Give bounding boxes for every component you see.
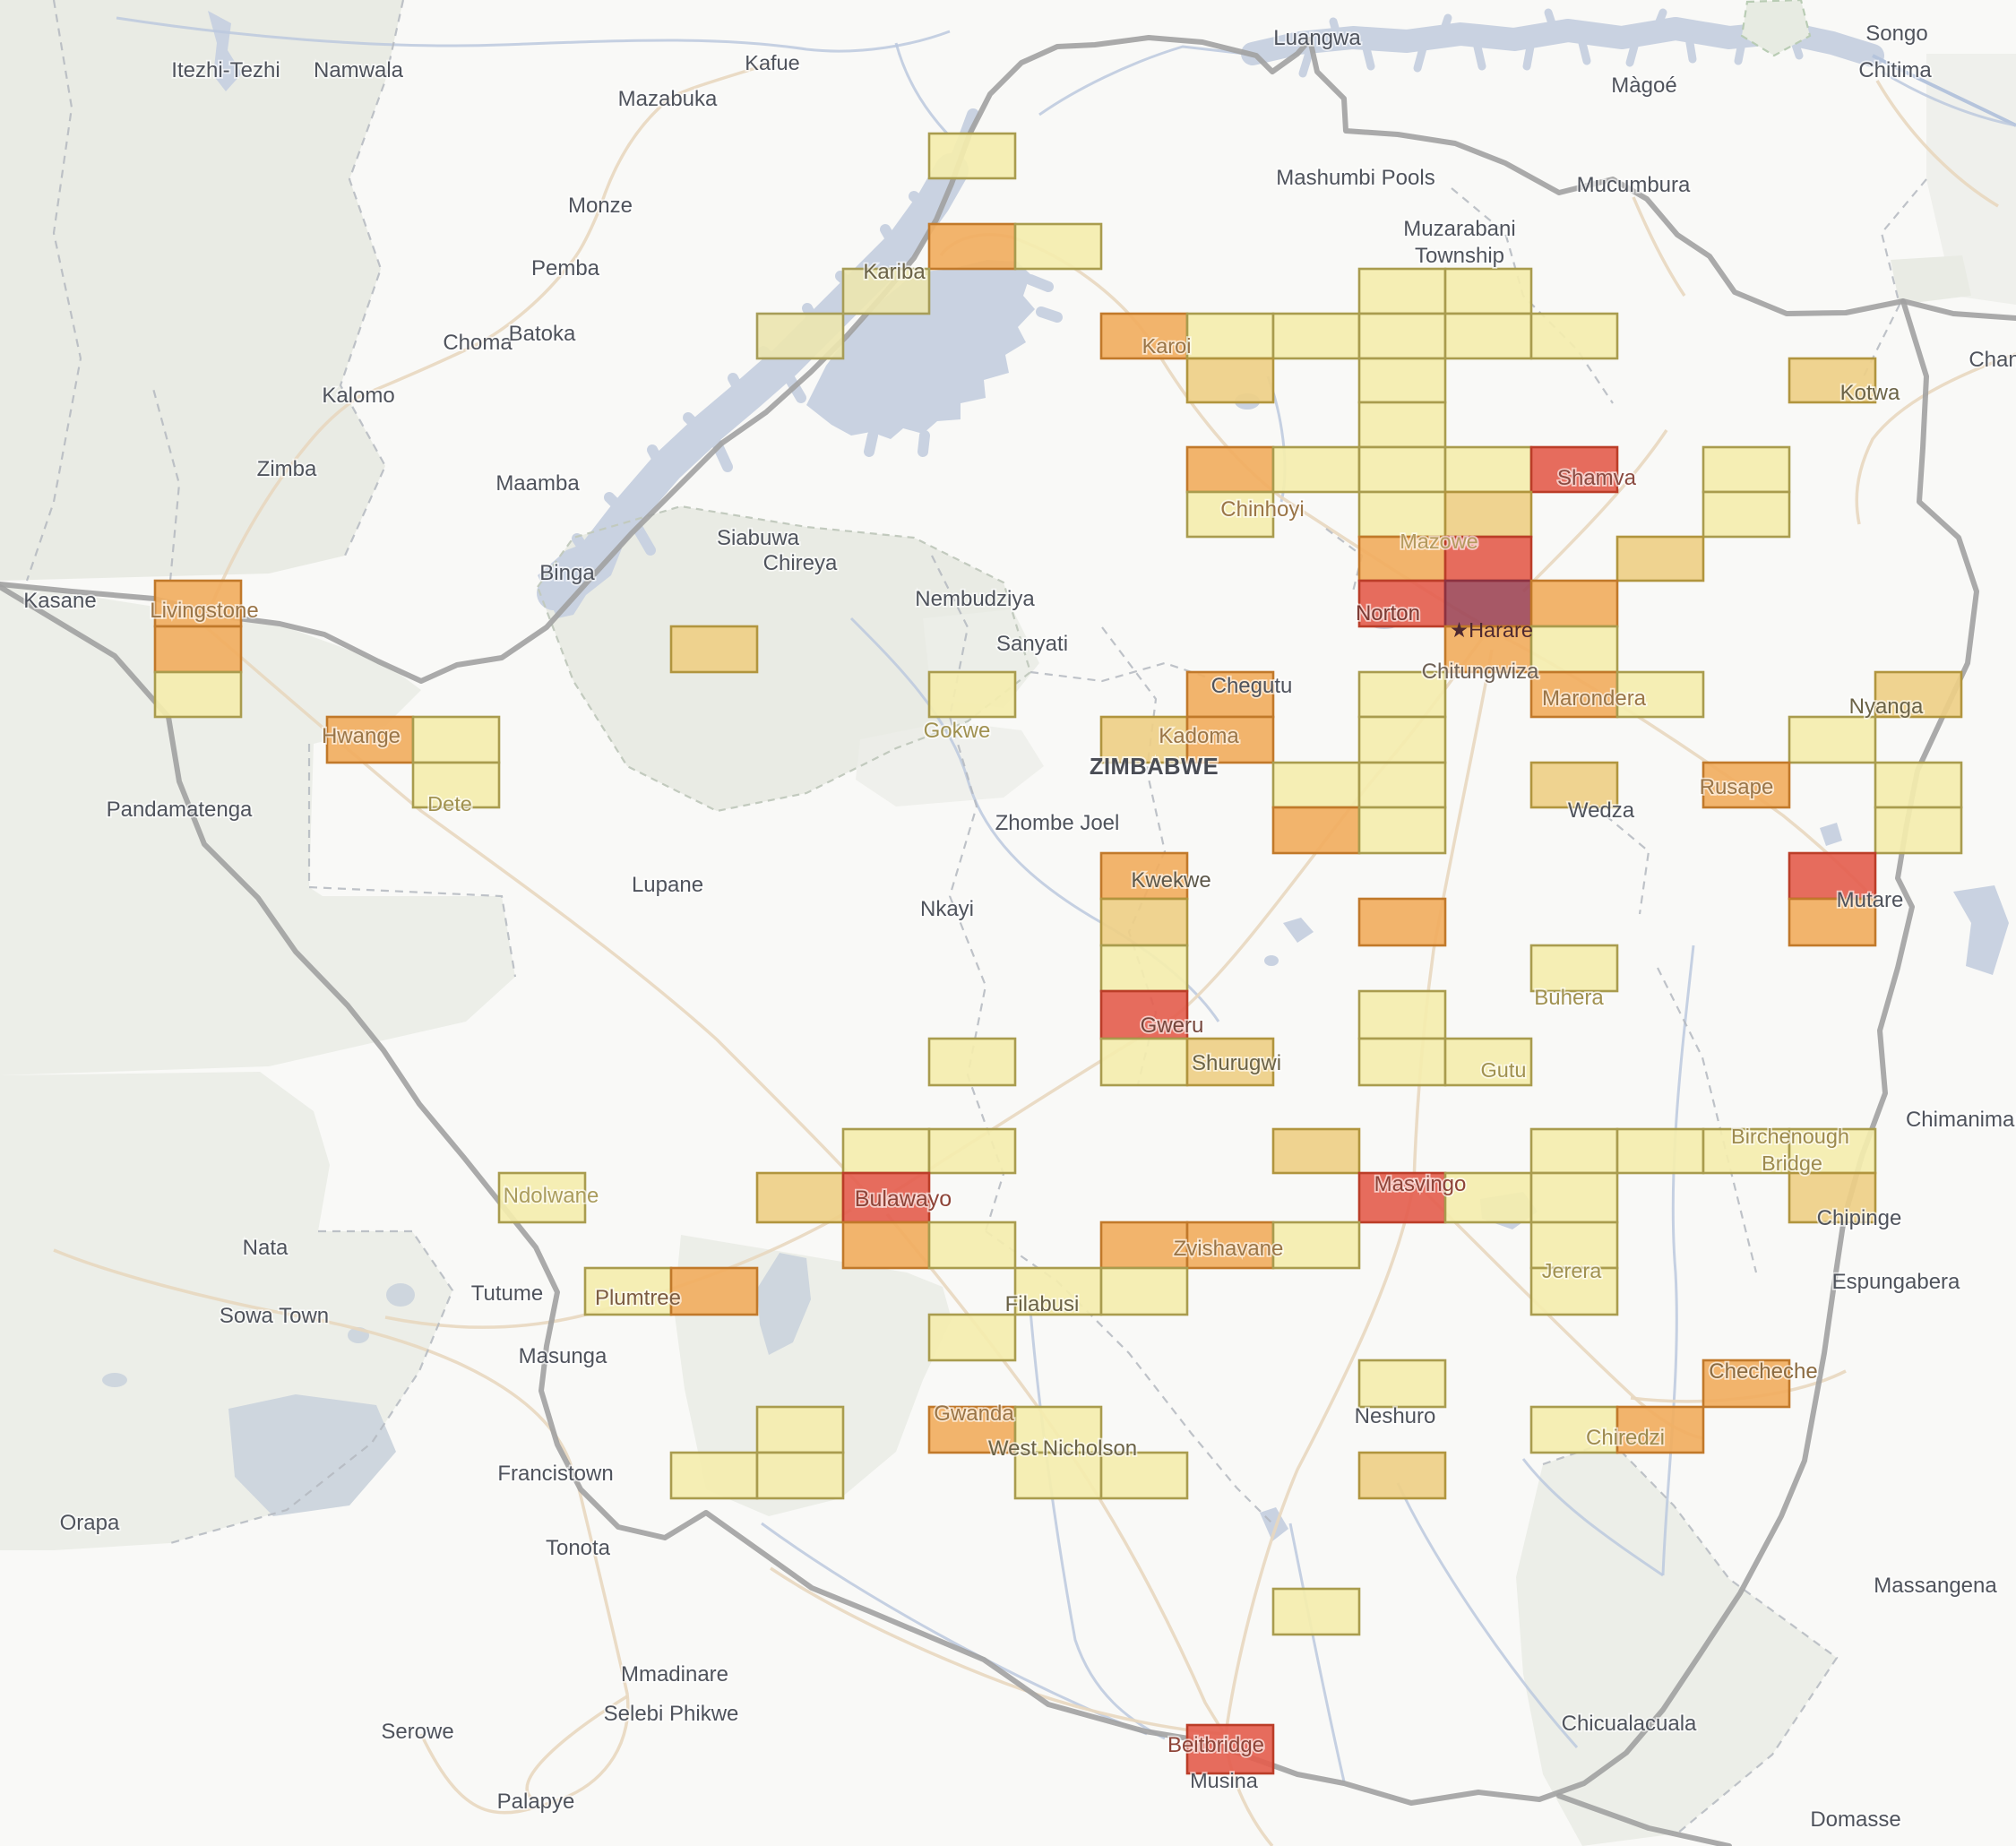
- svg-text:Bulawayo: Bulawayo: [855, 1186, 952, 1212]
- svg-text:Chegutu: Chegutu: [1211, 674, 1293, 698]
- svg-text:Masvingo: Masvingo: [1374, 1172, 1467, 1196]
- svg-text:Luangwa: Luangwa: [1273, 26, 1361, 50]
- svg-text:Jerera: Jerera: [1542, 1259, 1603, 1282]
- svg-text:Chiredzi: Chiredzi: [1586, 1426, 1665, 1450]
- svg-text:Itezhi-Tezhi: Itezhi-Tezhi: [171, 58, 280, 82]
- svg-text:Batoka: Batoka: [509, 322, 576, 346]
- svg-text:Kotwa: Kotwa: [1840, 381, 1900, 405]
- svg-text:Kwekwe: Kwekwe: [1131, 868, 1210, 893]
- svg-text:Shurugwi: Shurugwi: [1192, 1051, 1281, 1075]
- svg-text:Chimanimani: Chimanimani: [1906, 1108, 2016, 1132]
- svg-text:Mmadinare: Mmadinare: [621, 1662, 728, 1686]
- svg-text:Checheche: Checheche: [1709, 1359, 1817, 1384]
- svg-text:Norton: Norton: [1356, 601, 1420, 625]
- svg-text:West Nicholson: West Nicholson: [988, 1436, 1137, 1461]
- svg-text:Muzarabani: Muzarabani: [1403, 217, 1515, 241]
- svg-text:Maamba: Maamba: [495, 471, 580, 496]
- svg-text:Chitima: Chitima: [1858, 58, 1932, 82]
- svg-text:Ndolwane: Ndolwane: [504, 1184, 599, 1208]
- svg-text:Chitungwiza: Chitungwiza: [1422, 660, 1539, 684]
- svg-text:Sowa Town: Sowa Town: [220, 1304, 329, 1328]
- svg-text:Filabusi: Filabusi: [1005, 1292, 1080, 1316]
- svg-text:Nembudziya: Nembudziya: [915, 587, 1035, 611]
- svg-text:Selebi Phikwe: Selebi Phikwe: [604, 1702, 739, 1726]
- svg-text:Gweru: Gweru: [1141, 1014, 1204, 1038]
- svg-text:Chireya: Chireya: [763, 551, 838, 575]
- svg-text:Kariba: Kariba: [863, 260, 926, 284]
- svg-text:Beitbridge: Beitbridge: [1167, 1733, 1264, 1757]
- svg-text:Musina: Musina: [1190, 1769, 1259, 1792]
- svg-text:Binga: Binga: [539, 561, 595, 585]
- svg-text:Dete: Dete: [427, 792, 472, 815]
- svg-text:Rusape: Rusape: [1700, 775, 1774, 799]
- svg-text:Masunga: Masunga: [519, 1344, 607, 1368]
- svg-text:Buhera: Buhera: [1534, 986, 1604, 1010]
- svg-text:Zimba: Zimba: [257, 457, 317, 481]
- svg-text:Zhombe Joel: Zhombe Joel: [995, 811, 1120, 835]
- svg-text:Chipinge: Chipinge: [1817, 1206, 1902, 1230]
- svg-text:Gutu: Gutu: [1481, 1058, 1527, 1082]
- svg-text:Siabuwa: Siabuwa: [717, 526, 800, 550]
- svg-text:Orapa: Orapa: [60, 1511, 120, 1535]
- svg-text:Mazowe: Mazowe: [1400, 530, 1478, 553]
- svg-text:Songo: Songo: [1865, 22, 1927, 46]
- svg-text:Namwala: Namwala: [314, 58, 404, 82]
- svg-text:Espungabera: Espungabera: [1832, 1270, 1960, 1294]
- svg-text:Karoi: Karoi: [1142, 334, 1192, 358]
- svg-text:★Harare: ★Harare: [1450, 618, 1533, 642]
- svg-text:Zvishavane: Zvishavane: [1174, 1237, 1284, 1261]
- svg-text:Kalomo: Kalomo: [322, 384, 394, 408]
- svg-text:Pemba: Pemba: [531, 256, 600, 280]
- svg-text:Pandamatenga: Pandamatenga: [107, 798, 253, 822]
- svg-text:Massangena: Massangena: [1874, 1574, 1997, 1598]
- svg-text:Mutare: Mutare: [1837, 888, 1904, 912]
- svg-text:Hwange: Hwange: [322, 724, 401, 748]
- svg-text:ZIMBABWE: ZIMBABWE: [1090, 755, 1219, 780]
- svg-text:Bridge: Bridge: [1762, 1152, 1822, 1175]
- svg-text:Màgoé: Màgoé: [1611, 73, 1676, 98]
- svg-text:Chan: Chan: [1969, 348, 2016, 372]
- svg-text:Francistown: Francistown: [497, 1462, 613, 1486]
- svg-text:Tonota: Tonota: [546, 1536, 611, 1560]
- svg-text:Chinhoyi: Chinhoyi: [1220, 497, 1304, 522]
- svg-text:Monze: Monze: [568, 194, 633, 218]
- svg-text:Mashumbi Pools: Mashumbi Pools: [1276, 166, 1434, 190]
- svg-text:Mucumbura: Mucumbura: [1577, 173, 1691, 197]
- svg-text:Neshuro: Neshuro: [1355, 1404, 1436, 1428]
- svg-text:Sanyati: Sanyati: [996, 632, 1068, 656]
- svg-text:Domasse: Domasse: [1810, 1807, 1900, 1832]
- svg-text:Kasane: Kasane: [23, 589, 96, 613]
- svg-text:Nkayi: Nkayi: [920, 897, 974, 921]
- svg-text:Livingstone: Livingstone: [150, 599, 258, 623]
- svg-text:Chicualacuala: Chicualacuala: [1562, 1712, 1697, 1736]
- svg-text:Birchenough: Birchenough: [1731, 1125, 1849, 1148]
- svg-text:Nata: Nata: [243, 1236, 289, 1260]
- svg-text:Plumtree: Plumtree: [595, 1286, 681, 1310]
- svg-text:Lupane: Lupane: [632, 873, 703, 897]
- svg-text:Kafue: Kafue: [745, 51, 799, 74]
- svg-text:Kadoma: Kadoma: [1159, 724, 1239, 748]
- svg-text:Serowe: Serowe: [381, 1720, 453, 1744]
- svg-text:Palapye: Palapye: [497, 1790, 575, 1814]
- svg-text:Wedza: Wedza: [1568, 798, 1635, 823]
- svg-text:Shamva: Shamva: [1557, 466, 1637, 490]
- svg-text:Nyanga: Nyanga: [1849, 694, 1924, 719]
- svg-text:Tutume: Tutume: [471, 1281, 543, 1306]
- svg-text:Marondera: Marondera: [1542, 686, 1647, 711]
- svg-text:Gokwe: Gokwe: [924, 719, 991, 743]
- svg-text:Choma: Choma: [443, 331, 513, 355]
- svg-text:Township: Township: [1415, 244, 1504, 268]
- svg-text:Gwanda: Gwanda: [934, 1402, 1014, 1426]
- svg-text:Mazabuka: Mazabuka: [618, 87, 718, 111]
